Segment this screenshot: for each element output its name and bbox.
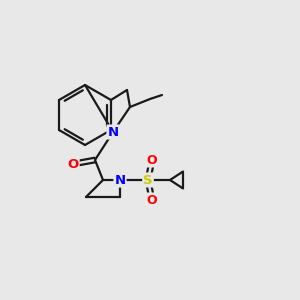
Text: O: O bbox=[68, 158, 79, 170]
Text: S: S bbox=[143, 173, 153, 187]
Text: N: N bbox=[107, 125, 118, 139]
Text: O: O bbox=[147, 154, 157, 166]
Text: O: O bbox=[147, 194, 157, 206]
Text: N: N bbox=[114, 173, 126, 187]
